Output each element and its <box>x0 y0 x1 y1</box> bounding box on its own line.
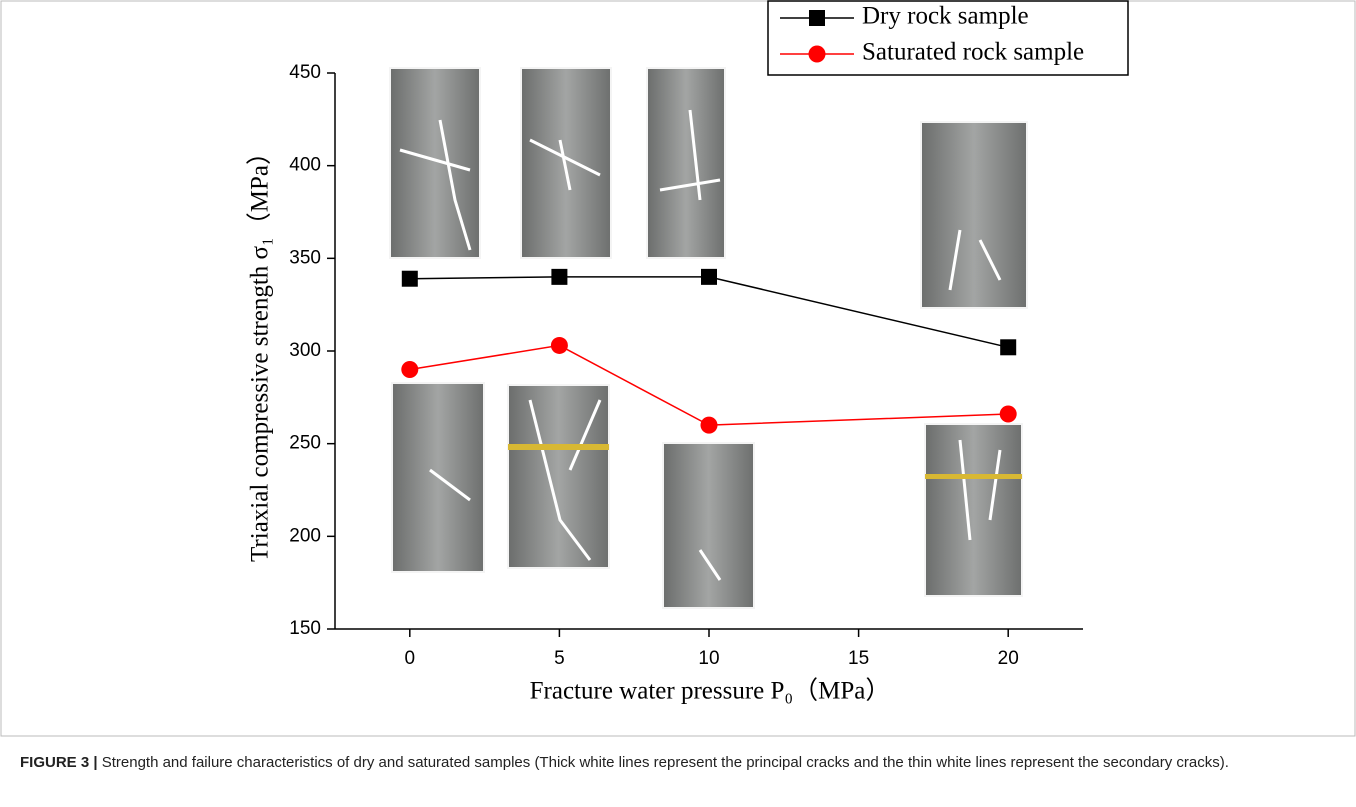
y-axis-title: Triaxial compressive strength σ₁（MPa） <box>246 140 274 562</box>
legend-label: Saturated rock sample <box>862 39 1084 66</box>
crack <box>399 119 472 251</box>
series-line <box>409 344 1009 426</box>
x-axis-title: Fracture water pressure P₀（MPa） <box>530 677 891 705</box>
photo <box>520 67 612 259</box>
marker <box>550 336 568 354</box>
marker <box>401 270 418 287</box>
photo <box>646 67 726 259</box>
photo <box>389 67 481 259</box>
marker <box>551 268 568 285</box>
x-tick-label: 5 <box>554 648 565 669</box>
photo <box>920 121 1028 309</box>
crack <box>698 549 722 581</box>
y-tick-label: 350 <box>289 247 321 268</box>
x-tick-label: 15 <box>848 648 869 669</box>
y-tick-label: 250 <box>289 433 321 454</box>
crack <box>529 138 601 191</box>
x-tick-label: 20 <box>998 648 1019 669</box>
marker <box>701 268 717 285</box>
crack <box>948 229 1002 291</box>
caption-label: FIGURE 3 | <box>20 754 98 771</box>
crack <box>528 399 602 561</box>
y-tick-label: 200 <box>289 525 321 546</box>
x-tick-label: 0 <box>405 648 416 669</box>
legend-label: Dry rock sample <box>862 3 1029 30</box>
legend-box <box>767 0 1129 76</box>
figure-frame <box>0 0 1356 737</box>
sample-photos <box>389 67 1028 609</box>
marker <box>999 405 1017 423</box>
y-tick-label: 150 <box>289 618 321 639</box>
marker <box>700 416 718 434</box>
caption-text: Strength and failure characteristics of … <box>101 754 1229 771</box>
photo-band <box>508 444 609 450</box>
crack <box>958 439 1002 541</box>
photo <box>662 442 755 609</box>
crack <box>429 468 471 502</box>
marker <box>401 361 419 379</box>
photo-band <box>925 474 1022 479</box>
series-line <box>409 276 1009 349</box>
legend-marker <box>809 10 825 26</box>
y-tick-label: 300 <box>289 340 321 361</box>
x-tick-label: 10 <box>698 648 719 669</box>
crack <box>659 109 721 201</box>
figure-caption: FIGURE 3 | Strength and failure characte… <box>20 752 1335 774</box>
y-tick-label: 400 <box>289 155 321 176</box>
photo <box>924 423 1023 597</box>
y-tick-label: 450 <box>289 62 321 83</box>
marker <box>1000 339 1017 356</box>
legend-marker <box>808 45 826 63</box>
